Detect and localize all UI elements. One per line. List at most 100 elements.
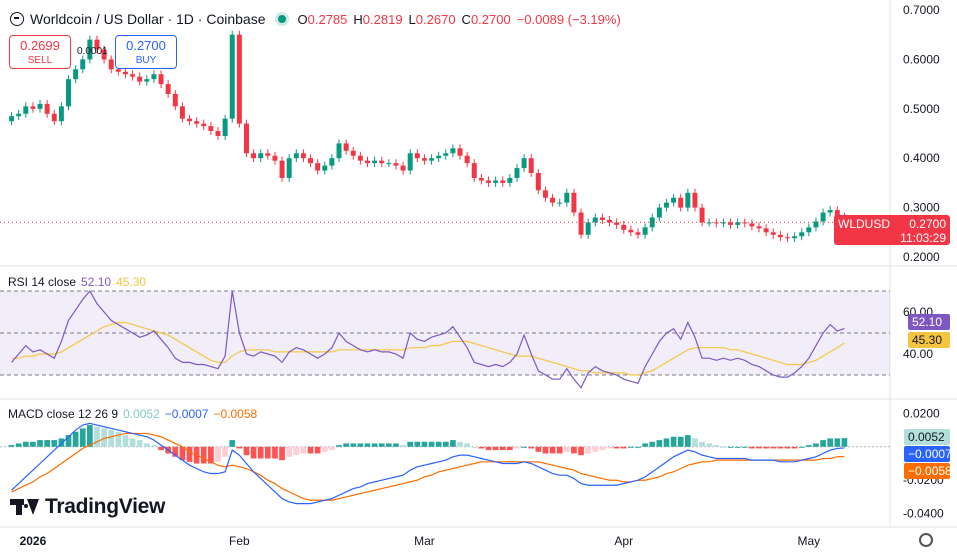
candle-body <box>436 155 442 159</box>
candle-body <box>122 71 128 75</box>
macd-histogram-bar <box>620 446 627 449</box>
price-tick-label: 0.4000 <box>903 151 940 165</box>
macd-histogram-bar <box>400 445 406 447</box>
macd-histogram-bar <box>158 446 164 451</box>
candle-body <box>265 153 271 156</box>
candle-body <box>834 210 840 217</box>
macd-histogram-bar <box>350 443 357 447</box>
low-label: L <box>408 11 416 27</box>
sell-button[interactable]: 0.2699 SELL <box>9 35 71 69</box>
macd-legend-name: MACD close 12 26 9 <box>8 407 119 421</box>
candle-body <box>720 222 726 224</box>
candle-body <box>9 116 15 122</box>
candle-body <box>507 177 513 183</box>
candle-body <box>236 34 242 124</box>
macd-legend[interactable]: MACD close 12 26 9 0.0052 −0.0007 −0.005… <box>8 407 257 421</box>
candle-body <box>379 160 385 164</box>
price-tick-label: 0.2000 <box>903 250 940 264</box>
macd-histogram-bar <box>507 446 513 451</box>
macd-tick-label: -0.0400 <box>903 507 944 521</box>
macd-histogram-bar <box>528 446 535 449</box>
candle-body <box>564 192 570 203</box>
macd-histogram-bar <box>208 446 214 464</box>
macd-histogram-bar <box>250 446 257 459</box>
macd-histogram-bar <box>87 425 93 447</box>
candle-body <box>386 163 392 165</box>
macd-histogram-bar <box>563 446 570 452</box>
candle-body <box>308 158 314 164</box>
macd-histogram-bar <box>293 446 300 456</box>
chart-header: Worldcoin / US Dollar · 1D · Coinbase O0… <box>10 9 621 29</box>
candle-body <box>557 202 563 204</box>
macd-histogram-bar <box>321 446 328 452</box>
market-status-icon[interactable] <box>277 15 286 23</box>
candle-body <box>44 103 50 114</box>
spread-value: 0.0001 <box>77 46 108 57</box>
candle-body <box>179 106 185 119</box>
macd-histogram-bar <box>129 438 136 447</box>
macd-histogram-bar <box>108 430 115 447</box>
macd-histogram-bar <box>286 446 293 457</box>
rsi-ma-tag: 45.30 <box>908 332 950 348</box>
tradingview-logo[interactable]: TradingView <box>10 495 165 519</box>
macd-histogram-bar <box>236 446 243 449</box>
macd-histogram-bar <box>599 446 606 451</box>
gear-icon[interactable] <box>919 533 933 547</box>
macd-signal-line <box>11 432 845 501</box>
candle-body <box>578 212 584 235</box>
macd-histogram-bar <box>635 446 641 448</box>
candle-body <box>820 212 826 222</box>
close-label: C <box>461 11 471 27</box>
candle-body <box>685 192 691 208</box>
candle-body <box>642 227 648 235</box>
candle-body <box>678 197 684 208</box>
candle-body <box>137 76 143 82</box>
symbol-title[interactable]: Worldcoin / US Dollar · 1D · Coinbase <box>30 11 266 27</box>
candle-body <box>599 217 605 220</box>
candle-body <box>728 222 734 225</box>
candle-body <box>350 150 356 156</box>
rsi-legend[interactable]: RSI 14 close 52.10 45.30 <box>8 275 146 289</box>
macd-histogram-bar <box>8 445 15 447</box>
macd-histogram-bar <box>784 446 791 449</box>
macd-histogram-bar <box>442 441 449 447</box>
candle-body <box>23 106 29 114</box>
macd-histogram-bar <box>734 446 741 448</box>
candle-body <box>443 153 449 156</box>
time-tick-label: Mar <box>414 534 435 548</box>
macd-histogram-bar <box>229 440 236 447</box>
macd-line <box>11 422 845 505</box>
macd-histogram-bar <box>457 441 463 447</box>
open-value: 0.2785 <box>307 11 348 27</box>
macd-histogram-bar <box>777 446 784 449</box>
sell-price: 0.2699 <box>20 38 60 53</box>
macd-histogram-bar <box>279 446 285 461</box>
candle-body <box>770 232 776 235</box>
macd-histogram-bar <box>343 443 349 447</box>
macd-histogram-bar <box>684 435 691 447</box>
macd-histogram-bar <box>428 441 435 447</box>
high-label: H <box>353 11 363 27</box>
candle-body <box>315 163 321 171</box>
macd-histogram-bar <box>578 446 584 456</box>
last-price-tag: 0.2700 <box>909 217 946 231</box>
candle-body <box>735 222 741 225</box>
candle-body <box>457 148 463 156</box>
countdown-tag: 11:03:29 <box>900 231 946 245</box>
candle-body <box>365 160 370 164</box>
macd-histogram-bar <box>677 436 684 447</box>
candle-body <box>514 168 520 178</box>
candle-body <box>158 74 164 85</box>
macd-histogram-bar <box>549 446 556 454</box>
rsi-ma-line <box>11 321 845 376</box>
candle-body <box>16 113 22 117</box>
candle-body <box>671 197 677 203</box>
candle-body <box>115 69 121 72</box>
macd-histogram-bar <box>79 428 86 447</box>
buy-button[interactable]: 0.2700 BUY <box>115 35 177 69</box>
time-tick-label: Apr <box>614 534 633 548</box>
candle-body <box>101 49 107 60</box>
macd-histogram-bar <box>656 440 663 447</box>
